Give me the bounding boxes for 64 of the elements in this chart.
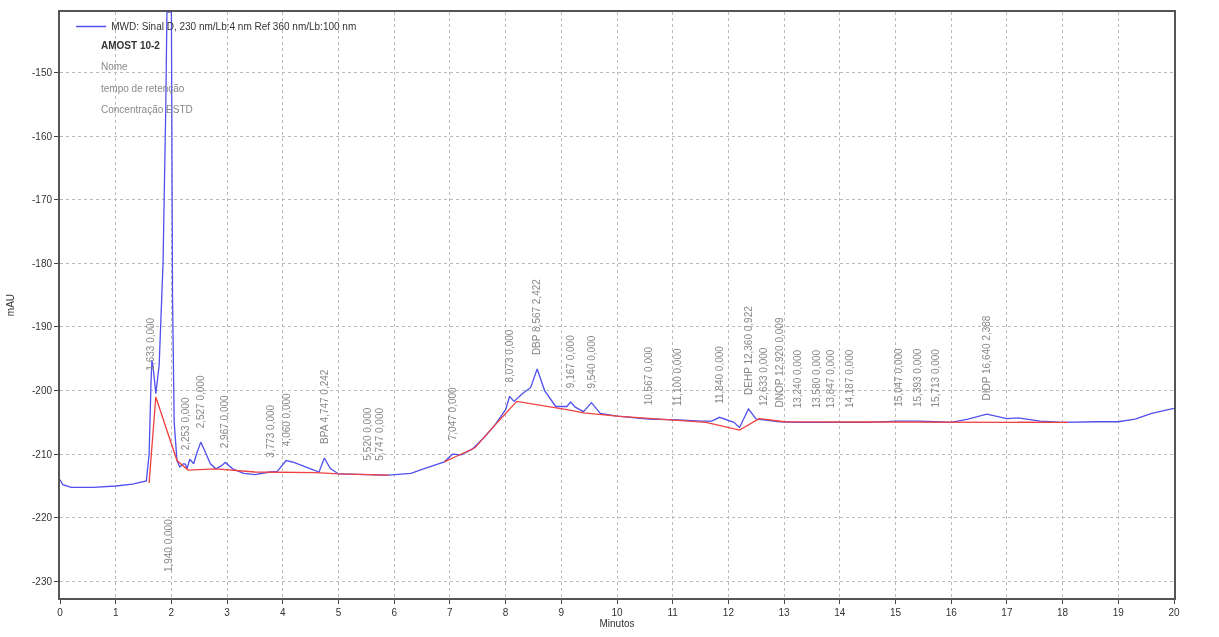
annotation: 12,633 0,000 bbox=[758, 347, 770, 407]
annotation: DEHP 12,360 0,922 bbox=[742, 305, 754, 395]
annotation: 11,100 0,000 bbox=[672, 348, 684, 407]
x-tick-label: 8 bbox=[502, 607, 509, 618]
x-tick-label: 4 bbox=[280, 607, 287, 618]
annotation: 9,167 0,000 bbox=[565, 334, 577, 389]
annotation: 2,967 0,000 bbox=[219, 394, 231, 449]
annotation: Nome bbox=[101, 61, 129, 72]
y-axis-title: mAU bbox=[5, 293, 17, 317]
annotation: AMOST 10-2 bbox=[101, 40, 161, 51]
x-tick-label: 12 bbox=[722, 607, 735, 618]
y-tick-label: -180 bbox=[31, 257, 53, 269]
annotation: 7,047 0,000 bbox=[446, 386, 458, 441]
x-tick-label: 16 bbox=[945, 607, 958, 618]
y-tick-label: -200 bbox=[31, 385, 53, 397]
x-tick-label: 6 bbox=[391, 607, 398, 618]
annotation: 13,847 0,000 bbox=[825, 349, 837, 409]
x-tick-label: 2 bbox=[168, 607, 175, 618]
annotation: 11,840 0,000 bbox=[714, 345, 726, 404]
x-tick-label: 10 bbox=[611, 607, 623, 618]
annotation: BPA 4,747 0,242 bbox=[318, 369, 330, 444]
annotation: 13,240 0,000 bbox=[791, 349, 803, 409]
annotation: 4,060 0,000 bbox=[281, 392, 293, 447]
y-tick-label: -170 bbox=[31, 194, 53, 206]
annotation: DBP 8,567 2,422 bbox=[531, 278, 543, 356]
annotation: 13,580 0,000 bbox=[810, 349, 822, 409]
annotation: DNOP 12,920 0,009 bbox=[773, 317, 785, 408]
x-tick-label: 7 bbox=[447, 607, 454, 618]
annotation: 15,393 0,000 bbox=[911, 348, 923, 408]
x-tick-label: 5 bbox=[335, 607, 342, 618]
x-tick-label: 1 bbox=[112, 607, 119, 618]
annotation: 9,540 0,000 bbox=[586, 335, 598, 389]
y-tick-label: -210 bbox=[31, 448, 53, 460]
x-tick-label: 0 bbox=[57, 607, 64, 618]
y-tick-label: -150 bbox=[31, 66, 53, 78]
x-tick-label: 20 bbox=[1168, 607, 1180, 618]
annotation: 2,253 0,000 bbox=[179, 397, 191, 451]
annotation: 5,520 0,000 bbox=[362, 407, 374, 461]
line-series bbox=[60, 12, 1174, 488]
annotation: DIDP 16,640 2,388 bbox=[981, 315, 993, 401]
x-tick-label: 3 bbox=[224, 607, 231, 618]
annotation: 8,073 0,000 bbox=[503, 329, 515, 383]
annotation: 2,527 0,000 bbox=[195, 375, 207, 429]
y-tick-label: -190 bbox=[31, 321, 53, 333]
annotation: 10,567 0,000 bbox=[642, 346, 654, 406]
annotation: 14,187 0,000 bbox=[844, 349, 856, 409]
annotation: 15,047 0,000 bbox=[892, 347, 904, 407]
y-tick-label: -160 bbox=[31, 130, 53, 142]
x-tick-label: 13 bbox=[778, 607, 791, 618]
x-tick-label: 18 bbox=[1057, 607, 1069, 618]
x-tick-label: 11 bbox=[667, 607, 679, 618]
annotation: 5,747 0,000 bbox=[374, 407, 386, 461]
annotation: 3,773 0,000 bbox=[264, 404, 276, 458]
y-tick-label: -220 bbox=[31, 512, 53, 524]
annotation: 1,940 0,000 bbox=[163, 518, 174, 573]
y-tick-label: -230 bbox=[31, 575, 53, 587]
x-axis-title: Minutos bbox=[599, 618, 635, 629]
x-tick-label: 17 bbox=[1001, 607, 1013, 618]
x-tick-label: 14 bbox=[834, 607, 846, 618]
x-tick-label: 19 bbox=[1112, 607, 1125, 618]
x-tick-label: 15 bbox=[889, 607, 902, 618]
annotation: 1,633 0,000 bbox=[145, 317, 157, 371]
annotation: 15,713 0,000 bbox=[929, 348, 941, 408]
x-tick-label: 9 bbox=[558, 607, 565, 618]
